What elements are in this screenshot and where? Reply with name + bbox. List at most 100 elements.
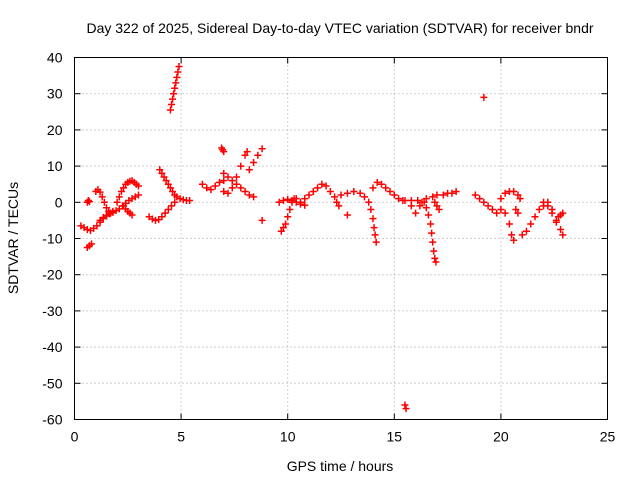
data-point bbox=[431, 198, 439, 206]
y-tick-label: 30 bbox=[47, 86, 63, 102]
data-point bbox=[301, 201, 309, 209]
data-point bbox=[286, 206, 294, 214]
data-point bbox=[407, 202, 415, 210]
data-point bbox=[343, 189, 351, 197]
data-point bbox=[237, 162, 245, 170]
data-point bbox=[134, 182, 142, 190]
data-point bbox=[84, 196, 92, 204]
data-point bbox=[301, 195, 309, 203]
data-point bbox=[480, 198, 488, 206]
data-point bbox=[250, 193, 258, 201]
data-point bbox=[378, 180, 386, 188]
data-point bbox=[360, 193, 368, 201]
data-point bbox=[228, 184, 236, 192]
data-point bbox=[233, 180, 241, 188]
y-axis-label: SDTVAR / TECUs bbox=[5, 182, 21, 294]
data-point bbox=[333, 198, 341, 206]
data-points bbox=[77, 63, 567, 413]
data-point bbox=[98, 193, 106, 201]
data-point bbox=[401, 401, 409, 409]
y-tick-label: -30 bbox=[42, 303, 62, 319]
data-point bbox=[100, 198, 108, 206]
data-point bbox=[514, 191, 522, 199]
x-tick-label: 5 bbox=[177, 429, 185, 445]
data-point bbox=[424, 211, 432, 219]
x-tick-label: 25 bbox=[600, 429, 616, 445]
data-point bbox=[282, 220, 290, 228]
data-point bbox=[422, 204, 430, 212]
data-point bbox=[326, 187, 334, 195]
data-point bbox=[279, 224, 287, 232]
data-point bbox=[552, 218, 560, 226]
data-point bbox=[174, 68, 182, 76]
data-point bbox=[215, 178, 223, 186]
data-point bbox=[514, 209, 522, 217]
data-point bbox=[85, 198, 93, 206]
data-point bbox=[207, 186, 215, 194]
data-point bbox=[258, 216, 266, 224]
data-point bbox=[439, 191, 447, 199]
data-point bbox=[224, 189, 232, 197]
data-point bbox=[557, 225, 565, 233]
x-axis-label: GPS time / hours bbox=[287, 458, 394, 474]
data-point bbox=[518, 231, 526, 239]
data-point bbox=[337, 191, 345, 199]
data-point bbox=[416, 202, 424, 210]
data-point bbox=[510, 187, 518, 195]
data-point bbox=[559, 231, 567, 239]
data-point bbox=[508, 231, 516, 239]
data-point bbox=[158, 213, 166, 221]
plot-frame bbox=[74, 57, 608, 420]
x-tick-label: 0 bbox=[71, 429, 79, 445]
data-point bbox=[432, 258, 440, 266]
data-point bbox=[279, 196, 287, 204]
data-point bbox=[471, 191, 479, 199]
data-point bbox=[559, 209, 567, 217]
data-point bbox=[198, 180, 206, 188]
y-tick-label: 20 bbox=[47, 122, 63, 138]
data-point bbox=[243, 148, 251, 156]
data-point bbox=[96, 188, 104, 196]
data-point bbox=[373, 178, 381, 186]
data-point bbox=[431, 254, 439, 262]
data-point bbox=[480, 93, 488, 101]
data-point bbox=[258, 145, 266, 153]
data-point bbox=[522, 227, 530, 235]
data-point bbox=[284, 213, 292, 221]
data-point bbox=[170, 90, 178, 98]
y-tick-label: 10 bbox=[47, 158, 63, 174]
data-point bbox=[390, 191, 398, 199]
data-point bbox=[305, 191, 313, 199]
data-point bbox=[402, 405, 410, 413]
data-point bbox=[331, 193, 339, 201]
data-point bbox=[335, 202, 343, 210]
data-point bbox=[428, 229, 436, 237]
data-point bbox=[420, 198, 428, 206]
data-point bbox=[497, 195, 505, 203]
data-point bbox=[169, 95, 177, 103]
data-point bbox=[171, 84, 179, 92]
grid-lines bbox=[74, 57, 608, 420]
data-point bbox=[414, 196, 422, 204]
data-point bbox=[516, 195, 524, 203]
data-point bbox=[228, 177, 236, 185]
data-point bbox=[161, 209, 169, 217]
data-point bbox=[171, 198, 179, 206]
data-point bbox=[382, 184, 390, 192]
data-point bbox=[134, 191, 142, 199]
data-point bbox=[164, 180, 172, 188]
data-point bbox=[427, 220, 435, 228]
data-point bbox=[497, 206, 505, 214]
data-point bbox=[452, 187, 460, 195]
data-point bbox=[476, 195, 484, 203]
data-point bbox=[505, 220, 513, 228]
data-point bbox=[275, 198, 283, 206]
data-point bbox=[540, 198, 548, 206]
data-point bbox=[113, 198, 121, 206]
data-point bbox=[220, 169, 228, 177]
data-point bbox=[148, 215, 156, 223]
data-point bbox=[162, 177, 170, 185]
data-point bbox=[350, 187, 358, 195]
data-point bbox=[370, 224, 378, 232]
